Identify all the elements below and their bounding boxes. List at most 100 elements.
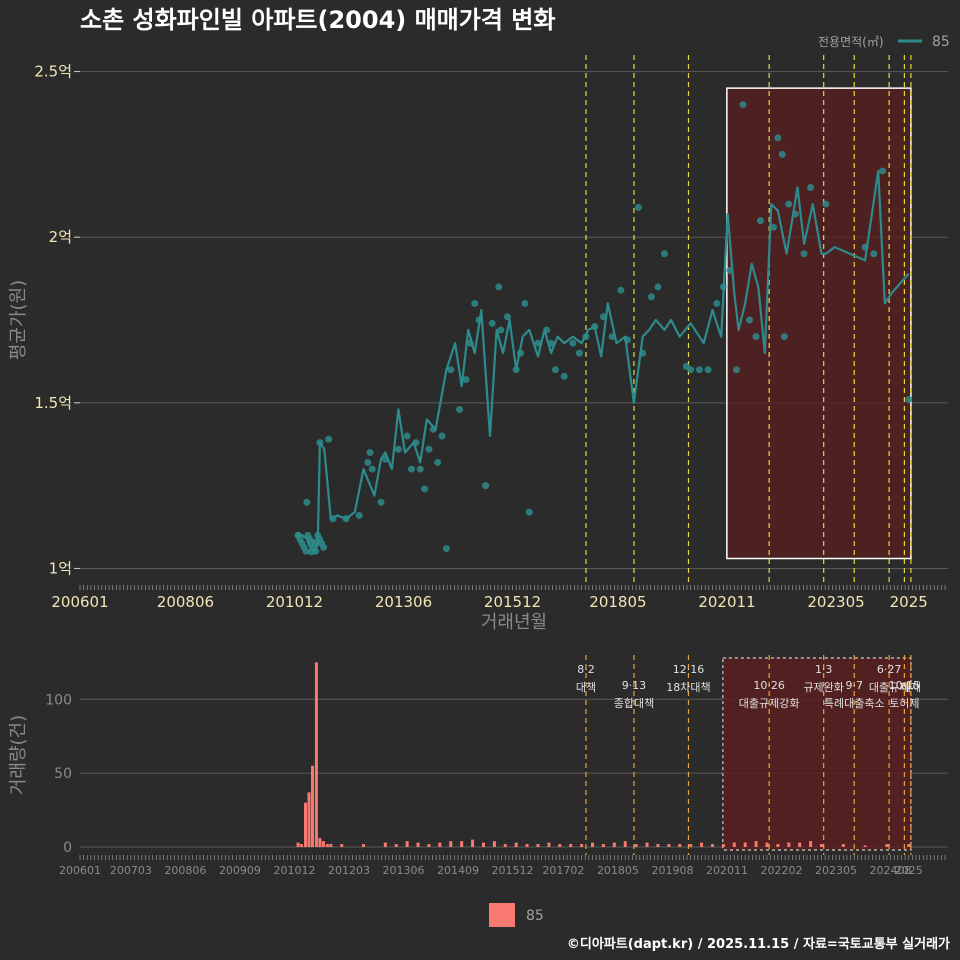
policy-date-label: 9·7 <box>845 679 863 692</box>
volume-y-axis-title: 거래량(건) <box>8 715 29 795</box>
policy-date-label: 9·13 <box>622 679 647 692</box>
volume-bar <box>841 844 845 847</box>
volume-bar <box>623 841 627 847</box>
x-tick-label: 201512 <box>492 864 534 877</box>
volume-bar <box>318 838 322 847</box>
data-point <box>695 366 703 374</box>
data-point <box>800 250 808 258</box>
volume-bar <box>776 844 780 847</box>
data-point <box>780 333 788 341</box>
x-tick-label: 201012 <box>273 864 315 877</box>
volume-bar <box>558 844 562 847</box>
x-tick-label: 200806 <box>164 864 206 877</box>
data-point <box>687 366 695 374</box>
data-point <box>774 134 782 142</box>
data-point <box>551 366 559 374</box>
x-tick-label: 200703 <box>110 864 152 877</box>
volume-bar <box>405 841 409 847</box>
volume-bar <box>329 844 333 847</box>
policy-name-label: 종합대책 <box>614 697 654 710</box>
x-tick-label: 200601 <box>59 864 101 877</box>
volume-bar <box>710 844 714 847</box>
data-point <box>447 366 455 374</box>
data-point <box>421 485 429 493</box>
data-point <box>807 184 815 191</box>
data-point <box>525 508 533 516</box>
x-tick-label: 202202 <box>761 864 803 877</box>
data-point <box>462 376 470 384</box>
policy-name-label: 규제완화 <box>803 681 843 694</box>
x-tick-label: 201012 <box>266 593 323 611</box>
data-point <box>785 200 793 208</box>
data-point <box>870 250 878 258</box>
data-point <box>617 286 625 294</box>
data-point <box>713 299 721 307</box>
x-tick-label: 201805 <box>597 864 639 877</box>
volume-bar <box>885 844 889 847</box>
data-point <box>654 283 662 291</box>
x-tick-label: 202011 <box>698 593 755 611</box>
volume-bar <box>514 842 518 847</box>
policy-date-label: 1·3 <box>815 663 833 676</box>
volume-bar <box>754 841 758 847</box>
policy-name-label: 해제 <box>901 680 921 694</box>
data-point <box>569 339 577 347</box>
data-point <box>647 293 655 301</box>
volume-bar <box>416 842 420 847</box>
volume-bar <box>314 662 318 847</box>
data-point <box>407 465 415 473</box>
data-point <box>416 465 424 473</box>
policy-name-label: 18차대책 <box>666 681 710 694</box>
data-point <box>560 372 568 380</box>
x-tick-label: 201512 <box>484 593 541 611</box>
volume-bar <box>321 841 325 847</box>
x-tick-label: 202011 <box>706 864 748 877</box>
y-axis-title: 평균가(원) <box>8 280 29 360</box>
volume-bar <box>325 844 329 847</box>
volume-bar <box>307 792 311 847</box>
data-point <box>455 405 463 413</box>
x-tick-label: 201702 <box>542 864 584 877</box>
x-tick-label: 202305 <box>815 864 857 877</box>
volume-bar <box>863 845 867 847</box>
data-point <box>438 432 446 440</box>
volume-bar <box>700 842 704 847</box>
data-point <box>739 101 747 109</box>
y-tick-label: 1.5억 <box>34 394 72 412</box>
data-point <box>482 482 490 490</box>
volume-bar <box>449 841 453 847</box>
data-point <box>503 313 511 321</box>
data-point <box>822 200 830 208</box>
volume-bar <box>296 842 300 847</box>
policy-date-label: 10·26 <box>753 679 785 692</box>
x-tick-label: 2025 <box>890 593 928 611</box>
policy-date-label: 12·16 <box>673 663 705 676</box>
x-tick-label: 200806 <box>157 593 214 611</box>
y-tick-label: 0 <box>63 840 72 856</box>
volume-bar <box>300 844 304 847</box>
data-point <box>355 511 363 519</box>
policy-date-label: 10·15 <box>889 679 921 692</box>
volume-bar <box>743 842 747 847</box>
data-point <box>488 319 496 327</box>
volume-bar <box>304 802 308 847</box>
legend-title: 전용면적(㎡) <box>818 35 884 49</box>
volume-bar <box>547 842 551 847</box>
footer-credit: ©디아파트(dapt.kr) / 2025.11.15 / 자료=국토교통부 실… <box>567 936 950 952</box>
legend-entry-bar: 85 <box>526 908 544 924</box>
data-point <box>521 299 529 307</box>
y-tick-label: 50 <box>54 766 72 782</box>
policy-name-label: 대책 <box>576 681 596 694</box>
data-point <box>752 333 760 341</box>
highlight-region <box>726 87 912 560</box>
x-tick-label: 201203 <box>328 864 370 877</box>
volume-bar <box>601 844 605 847</box>
data-point <box>425 445 433 453</box>
x-tick-label: 201306 <box>375 593 432 611</box>
volume-plot: 0 50 100 8·2 대책 9·13 종합대책 12·16 18차대책 10·26 대출규제강화… <box>45 655 948 877</box>
volume-bar <box>765 842 769 847</box>
volume-bar <box>580 844 584 847</box>
volume-bar <box>569 844 573 847</box>
policy-name-label: 대출규제강화 <box>739 697 800 710</box>
